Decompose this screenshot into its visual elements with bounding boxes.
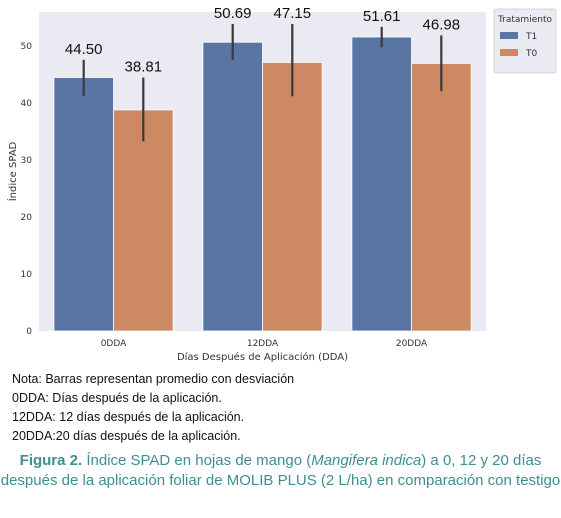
x-tick-label: 20DDA [396,339,428,349]
y-tick-label: 0 [26,327,32,337]
data-label: 50.69 [214,5,252,22]
legend-box [493,8,557,74]
data-label: 44.50 [65,41,103,58]
legend-swatch-t1 [500,32,518,39]
x-tick-label: 12DDA [247,339,279,349]
bar-t0-20dda [411,62,472,332]
bar-t0-0dda [113,109,174,332]
legend-title: Tratamiento [497,15,552,25]
data-label: 38.81 [125,59,163,76]
bar-t1-20dda [351,36,412,332]
bar-chart: 44.50 38.81 50.69 47.15 51.61 46.98 0 10 20 30 40… [6,5,557,363]
caption-text-end: ) a 0, 12 y 20 días después de la aplica… [0,452,561,489]
note-line: Nota: Barras representan promedio con de… [12,372,295,386]
chart-notes: Nota: Barras representan promedio con de… [12,370,294,446]
y-axis-title: Índice SPAD [6,141,19,201]
figure-caption: Figura 2. Índice SPAD en hojas de mango … [0,451,561,491]
y-tick-label: 20 [21,213,33,223]
y-tick-label: 30 [21,156,33,166]
legend-label: T0 [525,49,537,59]
caption-species: Mangifera indica [311,452,422,469]
legend-swatch-t0 [500,49,518,56]
y-tick-label: 10 [21,270,33,280]
note-line: 12DDA: 12 días después de la aplicación. [12,410,245,424]
data-label: 51.61 [363,8,401,25]
bar-t1-12dda [202,41,263,332]
y-tick-label: 50 [21,42,33,52]
caption-text: Índice SPAD en hojas de mango ( [82,452,312,469]
legend-label: T1 [525,32,537,42]
note-line: 20DDA:20 días después de la aplicación. [12,429,241,443]
bar-t1-0dda [53,77,114,332]
x-tick-label: 0DDA [101,339,127,349]
x-axis-title: Días Después de Aplicación (DDA) [177,351,348,363]
caption-label: Figura 2. [19,452,83,469]
bar-t0-12dda [262,62,323,332]
data-label: 46.98 [423,16,461,33]
y-tick-label: 40 [21,99,33,109]
note-line: 0DDA: Días después de la aplicación. [12,391,222,405]
data-label: 47.15 [274,5,312,22]
legend: Tratamiento T1 T0 [493,8,557,74]
